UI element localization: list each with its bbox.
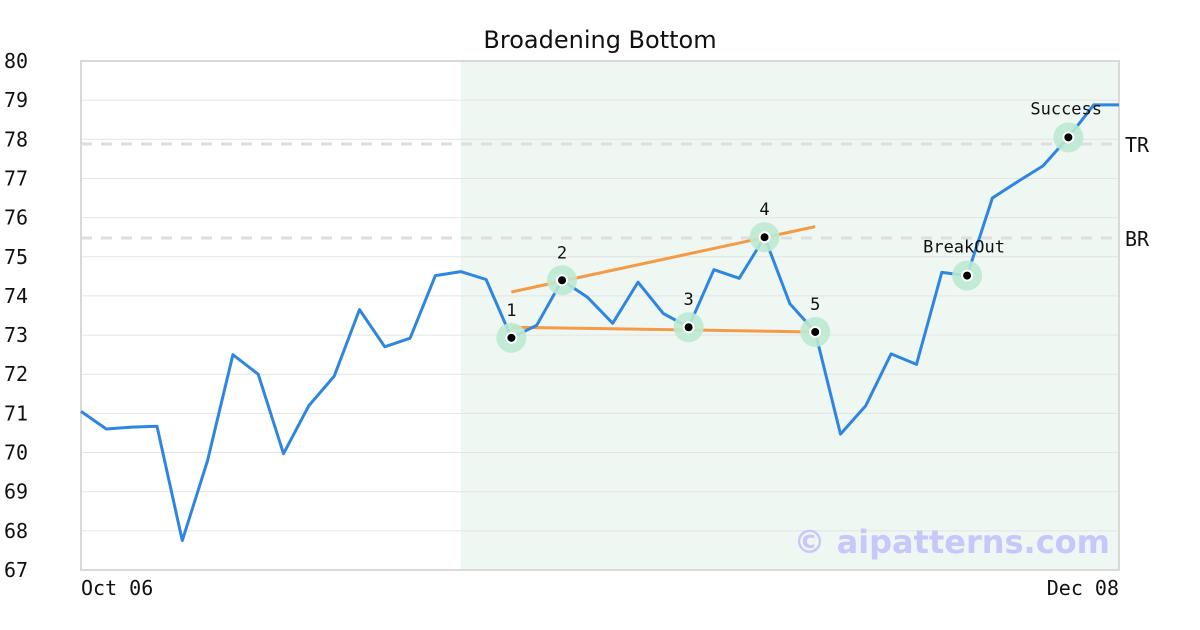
x-tick-label: Dec 08 <box>1047 576 1119 600</box>
pattern-point-dot <box>961 269 974 282</box>
y-tick-label: 76 <box>4 206 28 230</box>
pattern-point-dot <box>1062 131 1075 144</box>
pattern-point-dot <box>505 331 518 344</box>
pattern-point-label: 2 <box>557 243 567 263</box>
trendline <box>511 325 816 334</box>
y-tick-label: 72 <box>4 362 28 386</box>
pattern-point-dot <box>809 325 822 338</box>
chart-title: Broadening Bottom <box>483 26 716 54</box>
plot-frame <box>80 60 1120 571</box>
price-series-line <box>80 103 1119 543</box>
pattern-point-dot <box>556 274 569 287</box>
y-tick-label: 77 <box>4 166 28 190</box>
y-tick-label: 67 <box>4 558 28 582</box>
pattern-point-dot <box>758 231 771 244</box>
pattern-region-highlight <box>460 61 1119 570</box>
y-tick-label: 80 <box>4 49 28 73</box>
y-tick-label: 73 <box>4 323 28 347</box>
pattern-point-label: 1 <box>506 301 516 321</box>
x-tick-label: Oct 06 <box>81 576 153 600</box>
y-tick-label: 69 <box>4 480 28 504</box>
pattern-point-label: 5 <box>810 295 820 315</box>
y-tick-label: 75 <box>4 245 28 269</box>
y-tick-label: 74 <box>4 284 28 308</box>
level-label-br: BR <box>1125 227 1150 251</box>
annotation-breakout: BreakOut <box>923 238 1005 258</box>
y-tick-label: 70 <box>4 441 28 465</box>
pattern-point-label: 4 <box>759 200 769 220</box>
y-tick-label: 79 <box>4 88 28 112</box>
pattern-point-dot <box>682 321 695 334</box>
pattern-point-label: 3 <box>683 290 693 310</box>
plot-area: 67 68 69 70 71 72 73 74 75 76 77 78 79 80 Oct 06 Dec 08… <box>4 49 1150 600</box>
y-tick-label: 71 <box>4 401 28 425</box>
y-tick-label: 78 <box>4 127 28 151</box>
y-tick-label: 68 <box>4 519 28 543</box>
level-label-tr: TR <box>1125 133 1150 157</box>
annotation-success: Success <box>1030 99 1102 119</box>
watermark: © aipatterns.com <box>793 523 1110 561</box>
